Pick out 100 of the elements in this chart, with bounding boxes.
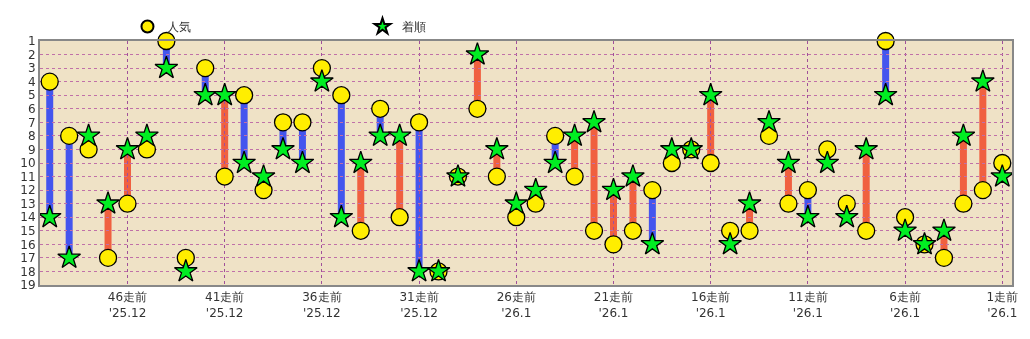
point [76, 123, 101, 147]
point [643, 180, 662, 200]
y-tick-label: 4 [27, 74, 36, 89]
point [934, 248, 954, 268]
point [37, 204, 62, 228]
point [951, 123, 976, 147]
y-tick-label: 19 [20, 278, 36, 293]
point [215, 167, 234, 186]
point [698, 82, 723, 106]
point [601, 177, 626, 201]
point [798, 180, 818, 200]
point [293, 113, 312, 132]
point [834, 204, 859, 228]
point [504, 191, 529, 214]
point [640, 231, 665, 255]
point [196, 58, 215, 78]
point [290, 150, 315, 174]
point [387, 123, 412, 147]
x-tick-label: 26走前 '26.1 [496, 290, 536, 320]
point [98, 248, 118, 268]
point [620, 164, 645, 187]
point [309, 69, 334, 92]
point [970, 69, 995, 92]
point [409, 113, 429, 132]
x-tick-label: 1走前 '26.1 [986, 290, 1019, 320]
point [60, 126, 79, 146]
y-tick-label: 7 [27, 115, 36, 130]
point [582, 109, 607, 133]
point [776, 150, 801, 174]
point [854, 136, 879, 160]
point [57, 245, 82, 269]
legend-label: 人気 [167, 20, 192, 35]
point [931, 218, 956, 242]
point [659, 136, 684, 160]
x-tick-label: 41走前 '25.12 [205, 290, 245, 320]
point [584, 221, 604, 240]
point [484, 136, 509, 160]
point [523, 177, 548, 201]
y-tick-label: 11 [20, 169, 36, 184]
point [234, 86, 254, 105]
point [40, 72, 59, 91]
point [779, 194, 798, 213]
y-tick-label: 2 [27, 47, 36, 62]
y-tick-label: 13 [20, 196, 36, 211]
y-tick-label: 18 [20, 264, 36, 279]
point [115, 136, 140, 160]
y-tick-label: 10 [20, 156, 36, 171]
y-tick-label: 8 [27, 129, 36, 144]
y-tick-label: 16 [20, 237, 36, 252]
point [893, 218, 918, 242]
point [332, 86, 351, 105]
point [351, 221, 370, 240]
y-tick-label: 15 [20, 223, 36, 238]
y-tick-label: 6 [27, 101, 36, 116]
x-tick-label: 16走前 '26.1 [691, 290, 731, 320]
point [251, 164, 276, 187]
x-tick-label: 11走前 '26.1 [788, 290, 828, 320]
point [273, 113, 293, 132]
point [740, 221, 759, 240]
point [623, 221, 643, 240]
point [990, 164, 1015, 187]
point [193, 82, 218, 106]
y-tick-label: 3 [27, 61, 36, 76]
point [873, 82, 898, 106]
x-tick-label: 6走前 '26.1 [889, 290, 921, 320]
point [487, 167, 506, 186]
legend-label: 着順 [402, 20, 427, 35]
point [757, 109, 781, 133]
point [465, 42, 490, 65]
point [390, 208, 409, 227]
point [604, 235, 623, 254]
point [154, 55, 179, 79]
point [543, 150, 568, 174]
point [737, 191, 762, 214]
point [329, 204, 354, 228]
x-tick-label: 21走前 '26.1 [593, 290, 634, 320]
point [973, 180, 992, 200]
point [371, 99, 390, 118]
point [134, 123, 159, 147]
point [701, 153, 720, 173]
point [118, 194, 137, 213]
point [232, 150, 257, 174]
y-tick-label: 1 [27, 34, 36, 49]
point [96, 191, 121, 214]
point [718, 231, 743, 255]
y-tick-label: 5 [27, 88, 36, 103]
point [954, 194, 973, 213]
point [815, 150, 840, 174]
y-tick-label: 17 [20, 251, 36, 266]
point [546, 126, 565, 146]
y-tick-label: 14 [20, 210, 36, 225]
y-tick-label: 12 [20, 183, 36, 198]
point [212, 82, 237, 106]
x-tick-label: 46走前 '25.12 [107, 290, 148, 320]
point [173, 258, 198, 282]
x-tick-label: 31走前 '25.12 [399, 290, 439, 320]
point [565, 167, 584, 186]
y-tick-label: 9 [27, 142, 36, 157]
point [795, 204, 820, 228]
point [562, 123, 587, 147]
